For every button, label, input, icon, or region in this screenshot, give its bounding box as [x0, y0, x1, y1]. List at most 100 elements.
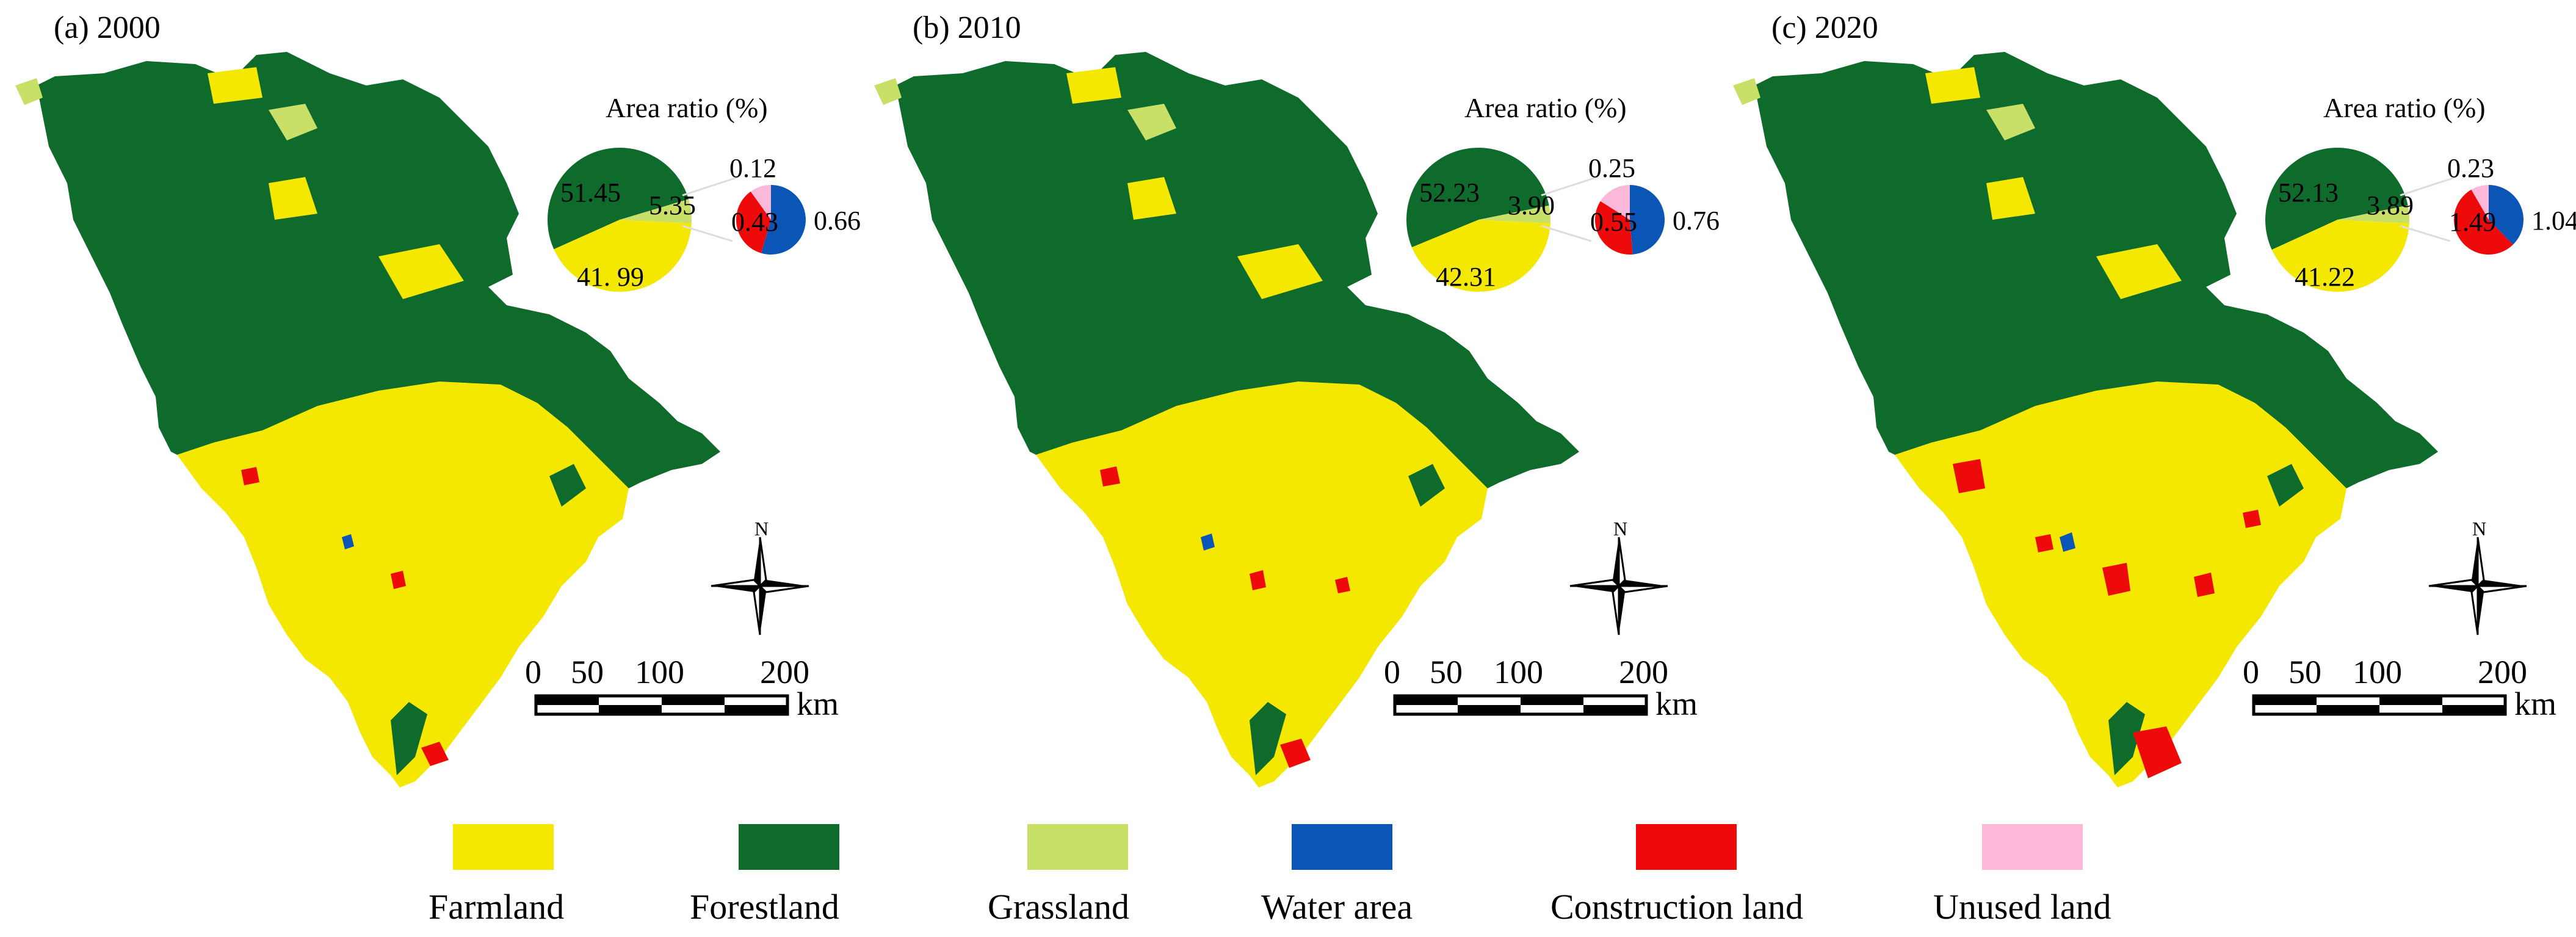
pie-connector-line: [2400, 176, 2457, 197]
pie-slice-forestland: [1406, 147, 1549, 247]
pie-title: Area ratio (%): [2323, 92, 2486, 123]
scale-tick: 50: [2288, 654, 2321, 690]
legend-label: Construction land: [1550, 887, 1804, 927]
map-grass-patch: [1733, 78, 1760, 105]
map-forest-strip: [2108, 702, 2145, 775]
map-farm-patch: [1066, 67, 1121, 104]
panel-2020: (c) 2020 Area ratio (%) 52.13 41.22 3.89…: [1718, 0, 2576, 800]
pie-slice-construction: [1594, 201, 1633, 255]
pie-label-construction: 1.49: [2449, 207, 2496, 237]
map-grass-patch: [269, 104, 317, 140]
pie-label-grassland: 3.90: [1508, 190, 1555, 220]
pie-label-water: 0.76: [1673, 206, 1720, 236]
scale-tick: 200: [1619, 654, 1668, 690]
panel-2020-graphics: [1733, 52, 2527, 787]
pie-connector-line: [1541, 176, 1598, 197]
scale-tick: 100: [635, 654, 684, 690]
legend-swatch-farmland: [453, 824, 554, 870]
panel-2000: (a) 2000 Area ratio (%) 51.45 41. 99 5.3…: [0, 0, 861, 800]
region-map: [15, 52, 720, 787]
map-construction-patch: [2102, 563, 2130, 596]
main-pie: [1406, 147, 1550, 292]
pie-charts: [547, 147, 806, 292]
pie-label-forestland: 51.45: [560, 178, 621, 208]
map-farm-patch: [2096, 244, 2182, 299]
scale-bar: [534, 694, 789, 716]
pie-title: Area ratio (%): [1464, 92, 1627, 123]
pie-slice-unused: [1600, 185, 1630, 220]
legend-label: Farmland: [429, 887, 565, 927]
map-forest-strip: [1408, 464, 1445, 507]
pie-slice-forestland: [547, 147, 689, 250]
map-farm-patch: [208, 67, 262, 104]
pie-slice-grassland: [2337, 205, 2409, 223]
panel-2010: (b) 2010 Area ratio (%) 52.23 42.31 3.90…: [859, 0, 1720, 800]
pie-title: Area ratio (%): [606, 92, 768, 123]
map-farm-patch: [1986, 177, 2035, 220]
pie-slice-grassland: [1478, 205, 1550, 223]
scale-tick: 100: [1494, 654, 1543, 690]
panel-title: (c) 2020: [1771, 10, 1878, 45]
legend-label: Forestland: [690, 887, 839, 927]
pie-label-farmland: 41. 99: [577, 262, 644, 292]
scale-tick: 0: [2243, 654, 2259, 690]
map-forest-strip: [549, 464, 586, 507]
small-pie: [1594, 184, 1665, 255]
map-construction-patch: [241, 467, 259, 485]
pie-connector-line: [682, 225, 733, 242]
scale-bar: [1393, 694, 1648, 716]
map-construction-patch: [391, 571, 406, 589]
legend-swatch-construction: [1636, 824, 1737, 870]
pie-label-unused: 0.12: [729, 153, 776, 183]
north-label: N: [1613, 518, 1628, 540]
pie-label-grassland: 3.89: [2367, 190, 2414, 220]
map-water-patch: [1201, 534, 1215, 551]
map-grass-patch: [15, 78, 43, 105]
pie-label-unused: 0.25: [1588, 153, 1635, 183]
pie-slice-farmland: [2271, 220, 2409, 292]
pie-label-forestland: 52.23: [1419, 178, 1480, 208]
scale-unit: km: [2514, 686, 2557, 722]
map-construction-patch: [2035, 534, 2053, 552]
map-construction-patch: [1250, 570, 1266, 590]
scale-tick: 50: [571, 654, 604, 690]
scale-tick: 200: [2478, 654, 2527, 690]
pie-label-water: 1.04: [2531, 206, 2576, 236]
panel-title: (b) 2010: [913, 10, 1021, 45]
map-forest-strip: [391, 702, 427, 775]
map-farm-patch: [1237, 244, 1323, 299]
pie-slice-unused: [750, 185, 771, 220]
panel-2000-graphics: [15, 52, 809, 787]
map-farm-patch: [269, 177, 317, 220]
scale-tick: 0: [525, 654, 541, 690]
map-grass-patch: [874, 78, 902, 105]
pie-slice-farmland: [554, 220, 692, 292]
panel-2010-graphics: [874, 52, 1668, 787]
pie-charts: [2265, 148, 2524, 292]
map-farm-patch: [1925, 67, 1980, 104]
pie-label-construction: 0.55: [1590, 207, 1637, 237]
pie-slice-farmland: [1411, 220, 1550, 292]
map-forest-strip: [2267, 464, 2304, 507]
panel-title: (a) 2000: [54, 10, 161, 45]
map-construction-patch: [1100, 466, 1120, 487]
north-arrow: [711, 537, 809, 635]
pie-label-construction: 0.43: [731, 207, 778, 237]
legend-swatch-water: [1292, 824, 1392, 870]
map-construction-patch: [1335, 577, 1350, 593]
north-arrow: [2428, 537, 2527, 635]
map-construction-patch: [2243, 510, 2261, 528]
pie-slice-water: [1630, 184, 1665, 255]
north-label: N: [2472, 518, 2487, 540]
pie-label-unused: 0.23: [2447, 153, 2494, 183]
pie-connector-line: [682, 176, 739, 197]
pie-slice-forestland: [2265, 148, 2408, 250]
scale-unit: km: [797, 686, 839, 722]
north-arrow: [1569, 537, 1668, 635]
legend-swatch-forestland: [739, 824, 839, 870]
north-label: N: [754, 518, 769, 540]
region-map: [874, 52, 1579, 787]
pie-slice-construction: [736, 191, 771, 253]
map-forest-strip: [1250, 702, 1286, 775]
